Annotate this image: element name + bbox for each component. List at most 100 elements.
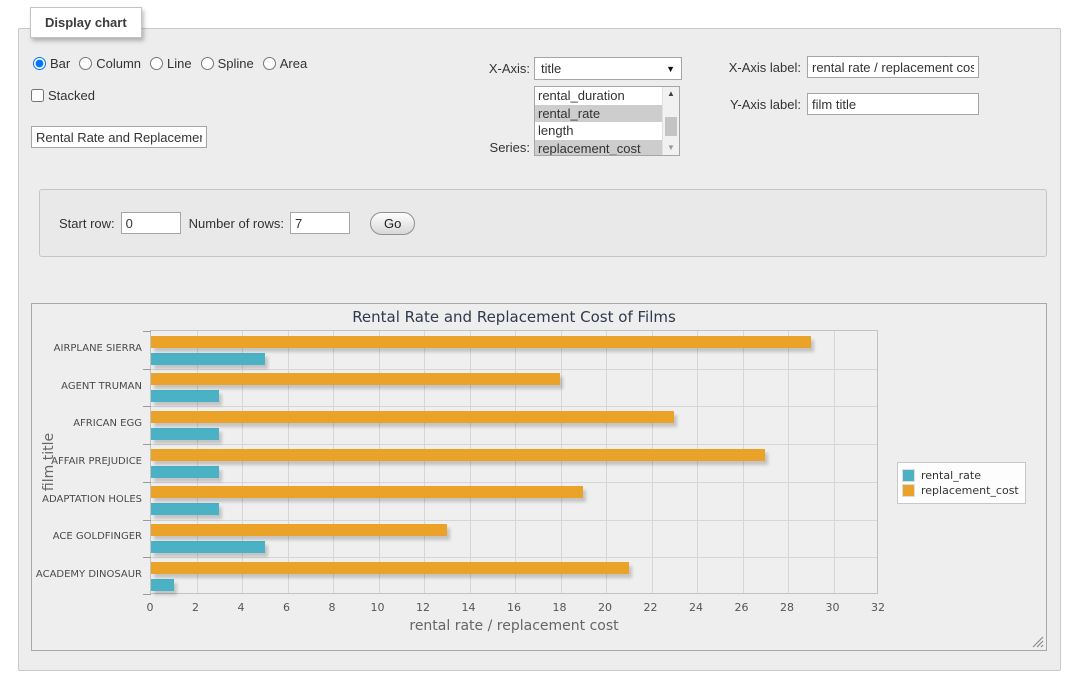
gridline bbox=[288, 331, 289, 593]
start-row-label: Start row: bbox=[59, 216, 115, 231]
chart-type-radio-bar[interactable] bbox=[33, 57, 46, 70]
chart-type-group: BarColumnLineSplineArea bbox=[33, 56, 307, 71]
legend-label: replacement_cost bbox=[921, 484, 1019, 497]
row-controls-panel: Start row: Number of rows: Go bbox=[39, 189, 1047, 257]
series-label: Series: bbox=[456, 140, 530, 155]
bar-replacement_cost bbox=[151, 336, 811, 348]
x-tick-label: 6 bbox=[272, 601, 302, 614]
resize-handle-icon[interactable] bbox=[1032, 636, 1044, 648]
chart-title: Rental Rate and Replacement Cost of Film… bbox=[150, 308, 878, 326]
gridline bbox=[242, 331, 243, 593]
axis-tick bbox=[143, 520, 151, 521]
gridline bbox=[470, 331, 471, 593]
gridline bbox=[561, 331, 562, 593]
x-axis-selected-value: title bbox=[541, 61, 666, 76]
x-tick-label: 26 bbox=[727, 601, 757, 614]
bar-replacement_cost bbox=[151, 486, 583, 498]
gridline bbox=[379, 331, 380, 593]
series-listbox[interactable]: rental_durationrental_ratelengthreplacem… bbox=[534, 86, 680, 156]
display-chart-panel: BarColumnLineSplineArea Stacked X-Axis: … bbox=[18, 28, 1061, 671]
x-tick-label: 20 bbox=[590, 601, 620, 614]
legend-item: replacement_cost bbox=[902, 484, 1019, 497]
legend-swatch-replacement_cost bbox=[902, 484, 915, 497]
scroll-down-icon[interactable]: ▼ bbox=[663, 141, 679, 155]
gridline bbox=[151, 444, 877, 445]
x-tick-label: 24 bbox=[681, 601, 711, 614]
x-tick-label: 28 bbox=[772, 601, 802, 614]
x-tick-label: 10 bbox=[363, 601, 393, 614]
scrollbar-thumb[interactable] bbox=[665, 117, 677, 136]
series-option-replacement_cost[interactable]: replacement_cost bbox=[535, 140, 662, 157]
stacked-label: Stacked bbox=[48, 88, 95, 103]
gridline bbox=[652, 331, 653, 593]
x-tick-label: 32 bbox=[863, 601, 893, 614]
chart-type-label: Bar bbox=[50, 56, 70, 71]
chart-panel: Rental Rate and Replacement Cost of Film… bbox=[31, 303, 1047, 651]
x-tick-label: 16 bbox=[499, 601, 529, 614]
gridline bbox=[515, 331, 516, 593]
axis-tick bbox=[143, 594, 151, 595]
gridline bbox=[151, 406, 877, 407]
gridline bbox=[333, 331, 334, 593]
x-axis-label-input[interactable] bbox=[807, 56, 979, 78]
chart-legend: rental_rate replacement_cost bbox=[897, 462, 1026, 504]
x-axis-title: rental rate / replacement cost bbox=[150, 618, 878, 634]
bar-rental_rate bbox=[151, 503, 219, 515]
gridline bbox=[424, 331, 425, 593]
start-row-input[interactable] bbox=[121, 212, 181, 234]
axis-tick bbox=[143, 444, 151, 445]
bar-rental_rate bbox=[151, 353, 265, 365]
num-rows-label: Number of rows: bbox=[189, 216, 284, 231]
x-axis-select[interactable]: title ▼ bbox=[534, 57, 682, 80]
chart-type-radio-column[interactable] bbox=[79, 57, 92, 70]
axis-tick bbox=[143, 331, 151, 332]
legend-item: rental_rate bbox=[902, 469, 1019, 482]
stacked-option: Stacked bbox=[31, 88, 95, 103]
gridline bbox=[743, 331, 744, 593]
gridline bbox=[151, 520, 877, 521]
x-tick-label: 4 bbox=[226, 601, 256, 614]
bar-replacement_cost bbox=[151, 524, 447, 536]
x-tick-label: 14 bbox=[454, 601, 484, 614]
bar-replacement_cost bbox=[151, 562, 629, 574]
scroll-up-icon[interactable]: ▲ bbox=[663, 87, 679, 101]
x-axis-label-label: X-Axis label: bbox=[719, 60, 801, 75]
num-rows-input[interactable] bbox=[290, 212, 350, 234]
gridline bbox=[697, 331, 698, 593]
bar-replacement_cost bbox=[151, 449, 765, 461]
axis-tick bbox=[143, 369, 151, 370]
axis-tick bbox=[143, 482, 151, 483]
gridline bbox=[151, 369, 877, 370]
legend-swatch-rental_rate bbox=[902, 469, 915, 482]
y-axis-label-label: Y-Axis label: bbox=[719, 97, 801, 112]
series-option-length[interactable]: length bbox=[535, 122, 662, 140]
chart-type-radio-area[interactable] bbox=[263, 57, 276, 70]
bar-rental_rate bbox=[151, 541, 265, 553]
series-option-rental_duration[interactable]: rental_duration bbox=[535, 87, 662, 105]
y-axis-label-input[interactable] bbox=[807, 93, 979, 115]
bar-rental_rate bbox=[151, 466, 219, 478]
gridline bbox=[606, 331, 607, 593]
panel-title: Display chart bbox=[30, 7, 142, 38]
chart-type-radio-line[interactable] bbox=[150, 57, 163, 70]
y-axis-title: film title bbox=[41, 330, 57, 594]
stacked-checkbox[interactable] bbox=[31, 89, 44, 102]
go-button[interactable]: Go bbox=[370, 212, 415, 235]
chart-title-input[interactable] bbox=[31, 126, 207, 148]
chart-type-label: Spline bbox=[218, 56, 254, 71]
series-option-rental_rate[interactable]: rental_rate bbox=[535, 105, 662, 123]
chevron-down-icon: ▼ bbox=[666, 64, 675, 74]
gridline bbox=[788, 331, 789, 593]
gridline bbox=[151, 557, 877, 558]
bar-replacement_cost bbox=[151, 373, 560, 385]
gridline bbox=[197, 331, 198, 593]
chart-type-label: Line bbox=[167, 56, 192, 71]
page: Display chart BarColumnLineSplineArea St… bbox=[0, 0, 1081, 681]
bar-rental_rate bbox=[151, 390, 219, 402]
gridline bbox=[151, 482, 877, 483]
legend-label: rental_rate bbox=[921, 469, 981, 482]
chart-type-radio-spline[interactable] bbox=[201, 57, 214, 70]
x-tick-label: 30 bbox=[818, 601, 848, 614]
series-options: rental_durationrental_ratelengthreplacem… bbox=[535, 87, 662, 156]
scrollbar[interactable]: ▲ ▼ bbox=[662, 87, 679, 155]
